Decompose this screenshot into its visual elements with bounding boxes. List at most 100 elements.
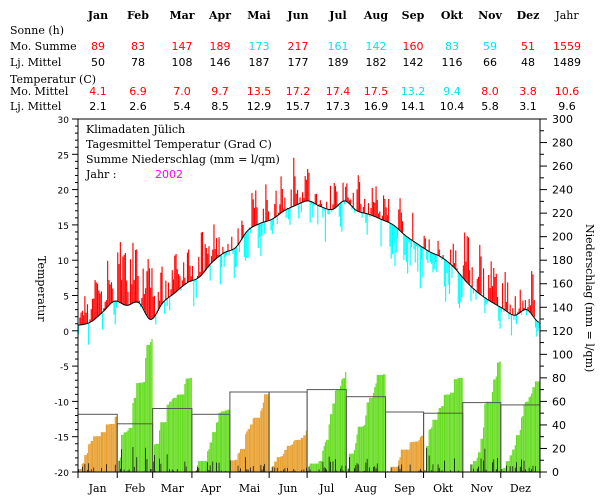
- precip-daily-bar: [418, 470, 420, 472]
- precip-cumulative-bar: [403, 449, 405, 472]
- left-tick-label: 0: [63, 328, 69, 338]
- precip-cumulative-bar: [286, 445, 288, 472]
- precip-cumulative-bar: [99, 436, 101, 472]
- precip-cumulative-bar: [204, 460, 206, 472]
- precip-daily-bar: [121, 449, 122, 472]
- precip-cumulative-bar: [510, 455, 513, 472]
- precip-daily-bar: [237, 465, 239, 472]
- precip-cumulative-bar: [352, 453, 354, 472]
- precip-cumulative-bar: [86, 453, 89, 472]
- right-tick-label: 280: [552, 137, 573, 150]
- left-axis-title: Temperatur: [35, 256, 48, 322]
- precip-cumulative-bar: [474, 461, 476, 472]
- precip-cumulative-bar: [227, 409, 229, 472]
- precip-cumulative-bar: [534, 381, 537, 472]
- left-tick-label: 20: [58, 187, 70, 197]
- temp-day-bar: [351, 205, 353, 210]
- precip-daily-bar: [151, 469, 153, 472]
- temp-day-bar: [197, 275, 199, 279]
- precip-cumulative-bar: [166, 404, 168, 472]
- temp-day-bar: [395, 226, 397, 253]
- temp-day-bar: [179, 276, 181, 289]
- title-line-2: Tagesmittel Temperatur (Grad C): [86, 138, 272, 151]
- precip-cumulative-bar: [327, 439, 329, 472]
- precip-cumulative-bar: [156, 443, 158, 472]
- temp-day-bar: [193, 280, 195, 307]
- precip-cumulative-bar: [122, 434, 124, 472]
- temp-day-bar: [497, 296, 499, 306]
- temp-day-bar: [176, 269, 178, 292]
- sun-value: 59: [483, 40, 497, 53]
- temp-day-bar: [114, 301, 116, 325]
- precip-cumulative-bar: [108, 424, 110, 472]
- temp-day-bar: [347, 197, 349, 203]
- precip-cumulative-bar: [169, 401, 171, 472]
- temp-day-bar: [86, 304, 89, 324]
- precip-cumulative-bar: [261, 408, 263, 472]
- temp-day-bar: [431, 252, 433, 264]
- precip-cumulative-bar: [407, 449, 409, 472]
- precip-cumulative-bar: [450, 392, 452, 472]
- precip-daily-bar: [303, 469, 305, 472]
- temp-day-bar: [437, 240, 439, 256]
- temp-day-bar: [313, 202, 315, 206]
- temp-day-bar: [528, 299, 530, 311]
- temp-day-bar: [191, 266, 194, 281]
- precip-cumulative-bar: [97, 436, 99, 472]
- precip-cumulative-bar: [342, 378, 344, 472]
- precip-cumulative-bar: [364, 424, 366, 472]
- temp-day-bar: [537, 321, 539, 331]
- temp-day-bar: [374, 202, 376, 217]
- precip-daily-bar: [438, 467, 440, 472]
- precip-cumulative-bar: [93, 436, 95, 472]
- temp-day-bar: [509, 304, 511, 314]
- precip-daily-bar: [280, 470, 282, 472]
- temp-value: 10.4: [439, 100, 465, 113]
- precip-daily-bar: [409, 464, 411, 472]
- precip-cumulative-bar: [343, 378, 345, 472]
- temp-year-value: 10.6: [554, 85, 580, 98]
- temp-day-bar: [359, 182, 361, 212]
- precip-cumulative-bar: [91, 440, 94, 472]
- temp-day-bar: [465, 261, 467, 281]
- temp-day-bar: [153, 295, 156, 318]
- precip-cumulative-bar: [442, 406, 444, 472]
- precip-cumulative-bar: [238, 452, 240, 472]
- temp-day-bar: [393, 224, 395, 243]
- temp-day-bar: [361, 212, 363, 218]
- temp-day-bar: [447, 261, 449, 285]
- left-tick-label: -15: [54, 434, 69, 444]
- temp-day-bar: [390, 223, 392, 259]
- month-header: Apr: [208, 9, 232, 22]
- precip-daily-bar: [274, 467, 276, 472]
- temp-day-bar: [290, 189, 292, 208]
- temp-day-bar: [271, 219, 273, 234]
- precip-cumulative-bar: [214, 432, 216, 472]
- temp-day-bar: [334, 186, 337, 209]
- temp-day-bar: [532, 274, 534, 316]
- precip-daily-bar: [245, 457, 247, 472]
- precip-cumulative-bar: [264, 394, 266, 472]
- temp-value: 9.7: [211, 85, 229, 98]
- temp-day-bar: [464, 232, 466, 280]
- temp-day-bar: [297, 189, 299, 205]
- temp-day-bar: [522, 300, 524, 311]
- precip-cumulative-bar: [497, 362, 499, 472]
- temp-day-bar: [155, 315, 157, 325]
- precip-cumulative-bar: [267, 394, 270, 472]
- temp-value: 17.3: [325, 100, 351, 113]
- temp-day-bar: [378, 213, 380, 218]
- precip-cumulative-bar: [208, 449, 210, 472]
- temp-day-bar: [385, 207, 387, 222]
- precip-cumulative-bar: [353, 450, 356, 472]
- temp-day-bar: [146, 271, 148, 315]
- precip-cumulative-bar: [508, 461, 510, 472]
- precip-daily-bar: [123, 469, 125, 472]
- title-line-3: Summe Niederschlag (mm = l/qm): [86, 153, 280, 166]
- precip-cumulative-bar: [162, 422, 164, 472]
- temp-day-bar: [466, 236, 468, 282]
- precip-cumulative-bar: [448, 394, 451, 472]
- precip-cumulative-bar: [143, 382, 145, 472]
- temp-year-value: 9.6: [558, 100, 576, 113]
- precip-cumulative-bar: [298, 439, 300, 472]
